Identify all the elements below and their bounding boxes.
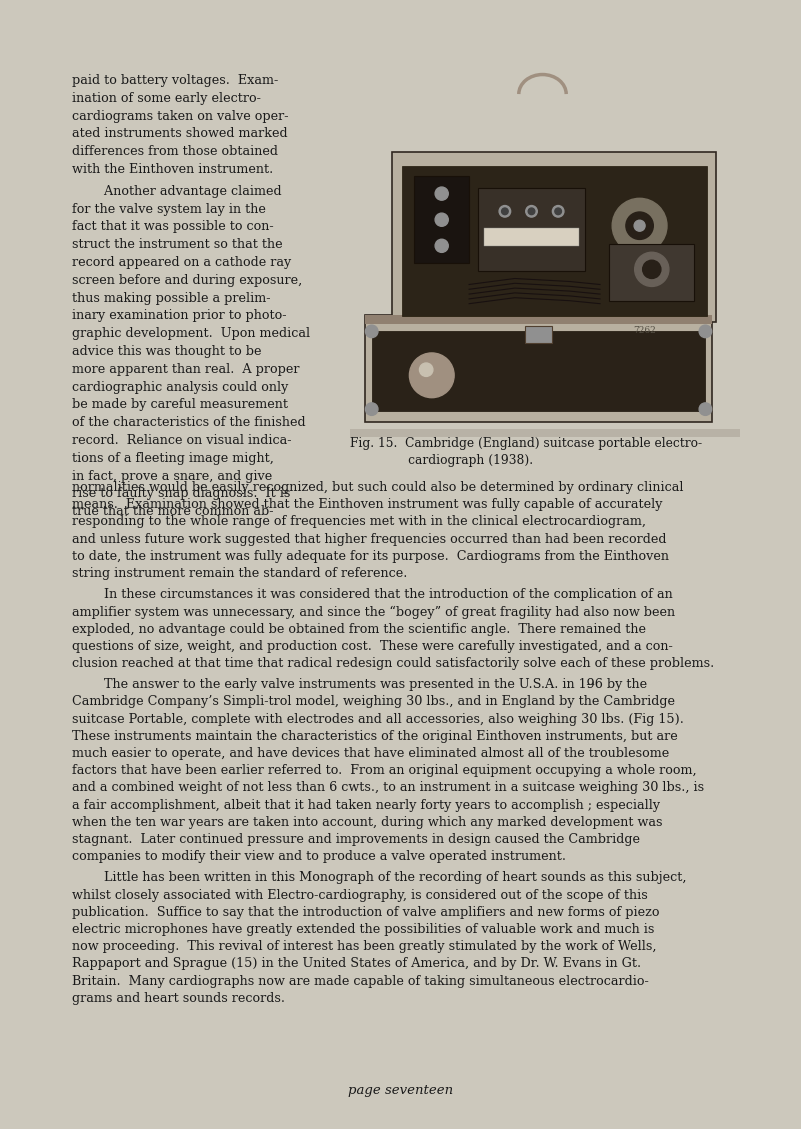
Text: factors that have been earlier referred to.  From an original equipment occupyin: factors that have been earlier referred … (72, 764, 697, 777)
Circle shape (365, 403, 378, 415)
Bar (335, 64, 750, 439)
Text: paid to battery voltages.  Exam-: paid to battery voltages. Exam- (72, 75, 278, 87)
Text: string instrument remain the standard of reference.: string instrument remain the standard of… (72, 567, 408, 580)
Text: and unless future work suggested that higher frequencies occurred than had been : and unless future work suggested that hi… (72, 533, 666, 545)
Text: differences from those obtained: differences from those obtained (72, 146, 278, 158)
Bar (609, 244, 694, 300)
Text: of the characteristics of the finished: of the characteristics of the finished (72, 417, 306, 429)
Circle shape (634, 220, 645, 231)
Text: whilst closely associated with Electro-cardiography, is considered out of the sc: whilst closely associated with Electro-c… (72, 889, 648, 902)
Text: grams and heart sounds records.: grams and heart sounds records. (72, 991, 285, 1005)
Bar (364, 315, 712, 422)
Text: fact that it was possible to con-: fact that it was possible to con- (72, 220, 274, 234)
Bar (484, 228, 579, 246)
Text: more apparent than real.  A proper: more apparent than real. A proper (72, 362, 300, 376)
Circle shape (642, 260, 661, 279)
Text: exploded, no advantage could be obtained from the scientific angle.  There remai: exploded, no advantage could be obtained… (72, 622, 646, 636)
Text: with the Einthoven instrument.: with the Einthoven instrument. (72, 163, 273, 176)
Circle shape (528, 208, 535, 215)
Text: and a combined weight of not less than 6 cwts., to an instrument in a suitcase w: and a combined weight of not less than 6… (72, 781, 704, 795)
Circle shape (553, 205, 564, 217)
Text: companies to modify their view and to produce a valve operated instrument.: companies to modify their view and to pr… (72, 850, 566, 864)
Text: normalities would be easily recognized, but such could also be determined by ord: normalities would be easily recognized, … (72, 481, 683, 495)
Circle shape (435, 239, 449, 253)
Text: electric microphones have greatly extended the possibilities of valuable work an: electric microphones have greatly extend… (72, 924, 654, 936)
Text: amplifier system was unnecessary, and since the “bogey” of great fragility had a: amplifier system was unnecessary, and si… (72, 605, 675, 619)
Text: ination of some early electro-: ination of some early electro- (72, 91, 261, 105)
Text: rise to faulty snap diagnosis.  It is: rise to faulty snap diagnosis. It is (72, 488, 291, 500)
Bar (350, 429, 740, 437)
Bar (478, 189, 585, 271)
Text: much easier to operate, and have devices that have eliminated almost all of the : much easier to operate, and have devices… (72, 747, 670, 760)
Text: stagnant.  Later continued pressure and improvements in design caused the Cambri: stagnant. Later continued pressure and i… (72, 833, 640, 846)
Text: inary examination prior to photo-: inary examination prior to photo- (72, 309, 287, 323)
Text: advice this was thought to be: advice this was thought to be (72, 345, 261, 358)
Circle shape (435, 187, 449, 200)
Text: Rappaport and Sprague (15) in the United States of America, and by Dr. W. Evans : Rappaport and Sprague (15) in the United… (72, 957, 641, 971)
Circle shape (699, 403, 711, 415)
Bar (364, 315, 712, 324)
Bar (414, 176, 469, 263)
Circle shape (612, 199, 667, 253)
Text: a fair accomplishment, albeit that it had taken nearly forty years to accomplish: a fair accomplishment, albeit that it ha… (72, 798, 660, 812)
Text: The answer to the early valve instruments was presented in the U.S.A. in 19̶6 by: The answer to the early valve instrument… (72, 679, 647, 691)
Text: graphic development.  Upon medical: graphic development. Upon medical (72, 327, 310, 340)
Text: for the valve system lay in the: for the valve system lay in the (72, 202, 266, 216)
Circle shape (525, 205, 537, 217)
Text: Britain.  Many cardiographs now are made capable of taking simultaneous electroc: Britain. Many cardiographs now are made … (72, 974, 649, 988)
Text: These instruments maintain the characteristics of the original Einthoven instrum: These instruments maintain the character… (72, 729, 678, 743)
Text: record.  Reliance on visual indica-: record. Reliance on visual indica- (72, 434, 292, 447)
Text: screen before and during exposure,: screen before and during exposure, (72, 274, 302, 287)
Text: struct the instrument so that the: struct the instrument so that the (72, 238, 283, 251)
Circle shape (634, 252, 669, 287)
Text: cardiograms taken on valve oper-: cardiograms taken on valve oper- (72, 110, 288, 123)
Text: questions of size, weight, and production cost.  These were carefully investigat: questions of size, weight, and productio… (72, 640, 673, 653)
Text: record appeared on a cathode ray: record appeared on a cathode ray (72, 256, 292, 269)
Circle shape (699, 325, 711, 338)
Text: page seventeen: page seventeen (348, 1084, 453, 1097)
Text: true that the more common ab-: true that the more common ab- (72, 505, 273, 518)
Text: cardiographic analysis could only: cardiographic analysis could only (72, 380, 288, 394)
Text: 7262: 7262 (634, 326, 656, 335)
Text: Cambridge Company’s Simpli-trol model, weighing 30 lbs., and in England by the C: Cambridge Company’s Simpli-trol model, w… (72, 695, 675, 708)
Text: tions of a fleeting image might,: tions of a fleeting image might, (72, 452, 274, 465)
Bar (372, 332, 706, 411)
Text: be made by careful measurement: be made by careful measurement (72, 399, 288, 411)
Text: cardiograph (1938).: cardiograph (1938). (350, 455, 533, 467)
Circle shape (499, 205, 511, 217)
Text: thus making possible a prelim-: thus making possible a prelim- (72, 291, 271, 305)
Circle shape (626, 212, 654, 239)
Text: to date, the instrument was fully adequate for its purpose.  Cardiograms from th: to date, the instrument was fully adequa… (72, 550, 669, 562)
Text: means.  Examination showed that the Einthoven instrument was fully capable of ac: means. Examination showed that the Einth… (72, 498, 662, 511)
Text: Another advantage claimed: Another advantage claimed (72, 185, 282, 198)
Circle shape (409, 353, 454, 397)
Bar (525, 326, 553, 343)
Text: now proceeding.  This revival of interest has been greatly stimulated by the wor: now proceeding. This revival of interest… (72, 940, 657, 953)
Circle shape (555, 208, 562, 215)
Circle shape (365, 325, 378, 338)
Text: when the ten war years are taken into account, during which any marked developme: when the ten war years are taken into ac… (72, 816, 662, 829)
Text: clusion reached at that time that radical redesign could satisfactorily solve ea: clusion reached at that time that radica… (72, 657, 714, 669)
Text: responding to the whole range of frequencies met with in the clinical electrocar: responding to the whole range of frequen… (72, 516, 646, 528)
Text: in fact, prove a snare, and give: in fact, prove a snare, and give (72, 470, 272, 482)
Text: publication.  Suffice to say that the introduction of valve amplifiers and new f: publication. Suffice to say that the int… (72, 905, 659, 919)
Text: In these circumstances it was considered that the introduction of the complicati: In these circumstances it was considered… (72, 588, 673, 602)
Circle shape (501, 208, 508, 215)
Text: Little has been written in this Monograph of the recording of heart sounds as th: Little has been written in this Monograp… (72, 872, 686, 884)
Circle shape (435, 213, 449, 226)
Bar (392, 152, 716, 323)
Circle shape (420, 364, 433, 376)
Bar (402, 166, 706, 316)
Text: ated instruments showed marked: ated instruments showed marked (72, 128, 288, 140)
Text: Fig. 15.  Cambridge (England) suitcase portable electro-: Fig. 15. Cambridge (England) suitcase po… (350, 437, 702, 450)
Text: suitcase Portable, complete with electrodes and all accessories, also weighing 3: suitcase Portable, complete with electro… (72, 712, 684, 726)
